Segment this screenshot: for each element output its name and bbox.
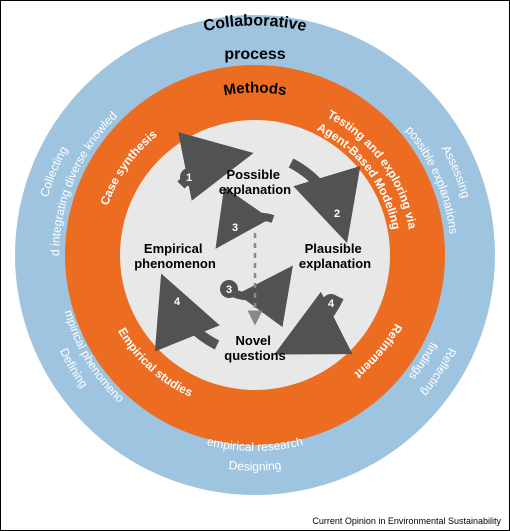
svg-text:4: 4 [328, 298, 335, 310]
outer-ring-title-line2: process [224, 46, 285, 63]
svg-text:1: 1 [186, 172, 192, 184]
node-possible-explanation: Possible explanation [219, 167, 291, 197]
diagram-frame: Collaborative process Methods Assessing … [0, 0, 510, 531]
svg-text:2: 2 [334, 208, 340, 220]
badge-4b: 4 [168, 292, 186, 310]
concentric-process-diagram: Collaborative process Methods Assessing … [1, 1, 509, 509]
node-empirical-phenomenon: Empirical phenomenon [134, 241, 216, 271]
source-credit: Current Opinion in Environmental Sustain… [312, 516, 501, 526]
svg-text:Designing: Designing [228, 458, 282, 474]
svg-text:3: 3 [232, 222, 238, 234]
badge-2: 2 [328, 204, 346, 222]
badge-3a: 3 [226, 218, 244, 236]
node-plausible-explanation: Plausible explanation [299, 241, 371, 271]
badge-4a: 4 [322, 294, 340, 312]
badge-3b: 3 [220, 280, 238, 298]
svg-text:3: 3 [226, 284, 232, 296]
svg-text:4: 4 [174, 296, 181, 308]
badge-1: 1 [180, 168, 198, 186]
